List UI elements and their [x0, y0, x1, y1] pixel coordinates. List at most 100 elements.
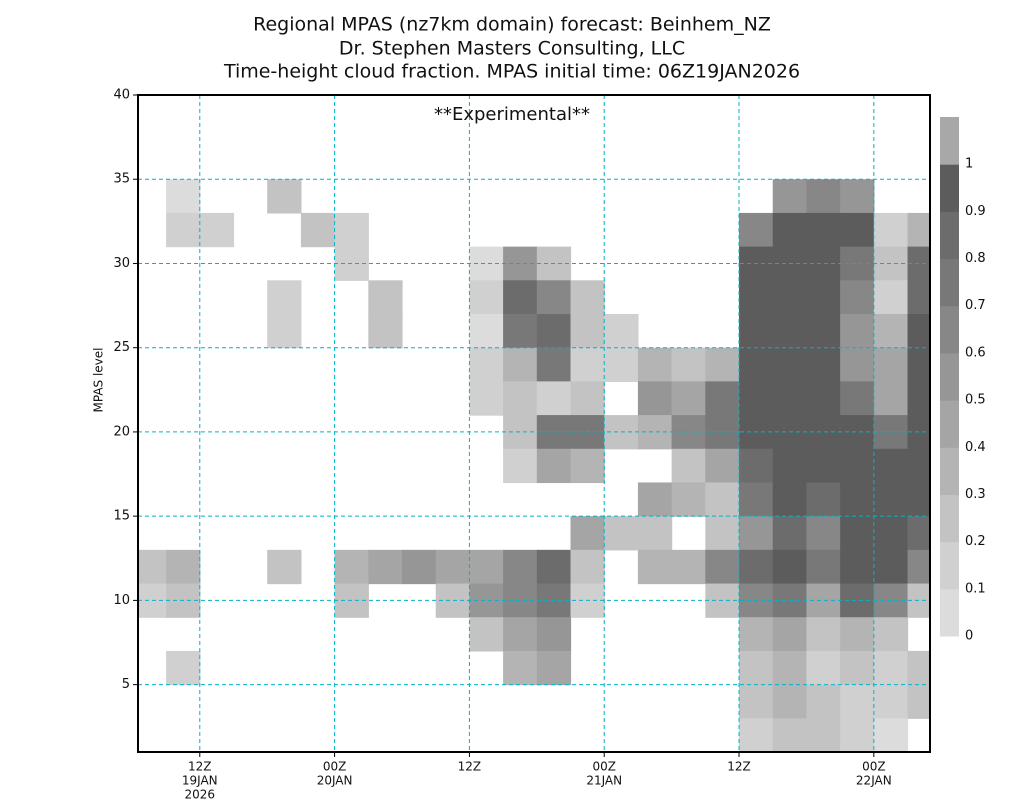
cell	[571, 617, 605, 651]
cell	[537, 179, 571, 213]
cell	[166, 617, 200, 651]
cell	[739, 347, 774, 382]
cell	[907, 314, 930, 349]
cell	[907, 482, 930, 517]
cell	[301, 482, 335, 516]
cell	[503, 617, 538, 652]
cell	[335, 651, 369, 685]
cell	[200, 651, 234, 685]
cell	[368, 179, 402, 213]
x-year-label: 2026	[185, 788, 216, 800]
cell	[705, 718, 739, 752]
x-date-label: 21JAN	[586, 774, 622, 788]
cell	[874, 179, 908, 213]
cell	[705, 347, 740, 382]
colorbar-swatch	[940, 400, 959, 448]
cell	[638, 651, 672, 685]
cell	[199, 212, 235, 248]
cell	[436, 617, 470, 651]
cell	[874, 146, 908, 180]
cell	[301, 449, 335, 483]
cell	[840, 448, 875, 484]
cell	[402, 213, 436, 247]
cell	[840, 347, 875, 382]
cell	[840, 482, 875, 517]
cell	[806, 718, 841, 752]
cell	[772, 314, 808, 349]
cell	[503, 314, 538, 349]
cell	[806, 516, 841, 551]
cell	[571, 651, 605, 685]
cell	[604, 347, 639, 382]
cell	[840, 112, 874, 146]
cell	[705, 685, 739, 719]
cell	[200, 617, 234, 651]
cell	[672, 179, 706, 213]
cell	[536, 314, 572, 349]
cell	[402, 314, 436, 348]
cell	[772, 549, 808, 585]
cell	[503, 448, 538, 484]
cell	[604, 617, 638, 651]
cell	[267, 314, 302, 349]
cell	[739, 381, 774, 416]
cell	[436, 381, 470, 415]
cell	[368, 549, 403, 585]
cell	[436, 314, 470, 348]
cell	[705, 448, 740, 484]
colorbar: 0 0.1 0.2 0.3 0.4 0.5 0.6 0.7 0.8 0.9 1	[940, 117, 986, 644]
cell	[840, 212, 875, 248]
cell	[469, 146, 503, 180]
cell	[604, 213, 638, 247]
colorbar-label: 0.9	[965, 204, 986, 219]
cell	[233, 213, 267, 247]
cell	[233, 348, 267, 382]
colorbar-label: 0.7	[965, 298, 986, 313]
cell	[873, 448, 909, 484]
cell	[503, 549, 538, 585]
cell	[705, 146, 739, 180]
cell	[536, 448, 572, 484]
cell	[200, 146, 234, 180]
grid	[133, 94, 930, 757]
cell	[739, 684, 774, 719]
cell	[335, 516, 369, 550]
cell	[233, 617, 267, 651]
cell	[840, 549, 875, 585]
cell	[638, 213, 672, 247]
cell	[200, 516, 234, 550]
cell	[739, 617, 774, 652]
cell	[907, 650, 930, 686]
cell	[166, 314, 200, 348]
cell	[672, 146, 706, 180]
cell	[873, 516, 909, 551]
cell	[705, 213, 739, 247]
cell	[368, 449, 402, 483]
cell	[233, 314, 267, 348]
cell	[138, 549, 167, 585]
cell	[166, 549, 201, 585]
cell	[503, 381, 538, 416]
colorbar-swatch	[940, 164, 959, 212]
cell	[368, 482, 402, 516]
cell	[536, 650, 572, 686]
cell	[402, 718, 436, 752]
cell	[571, 179, 605, 213]
cell	[637, 381, 673, 416]
cell	[335, 280, 369, 314]
cell	[873, 314, 909, 349]
cell	[267, 381, 301, 415]
cell	[806, 381, 841, 416]
cell	[772, 179, 808, 214]
cell	[402, 179, 436, 213]
cell	[402, 617, 436, 651]
cell	[200, 314, 234, 348]
cell	[873, 212, 909, 248]
cell	[334, 549, 369, 585]
cell	[772, 617, 808, 652]
cell	[368, 516, 402, 550]
x-tick-label: 00Z	[592, 760, 616, 774]
cell	[773, 112, 807, 146]
cell	[368, 314, 403, 349]
cell	[571, 482, 605, 516]
